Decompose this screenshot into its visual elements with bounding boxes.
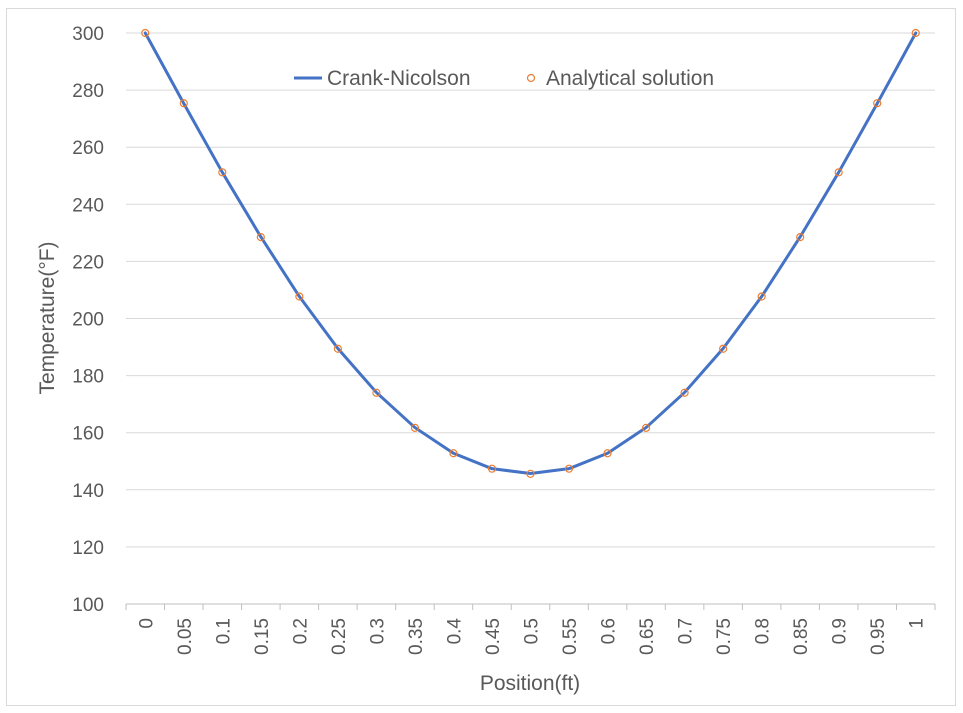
data-point [641, 423, 651, 432]
x-tick-label: 0.8 [753, 618, 774, 644]
x-tick-label: 0.85 [791, 618, 812, 655]
y-tick-label: 140 [72, 481, 104, 502]
data-point [564, 464, 574, 473]
y-tick-label: 240 [72, 195, 104, 216]
data-point [141, 28, 150, 38]
data-point [603, 449, 612, 458]
y-axis-title: Temperature(°F) [36, 241, 59, 394]
x-tick-label: 0.45 [483, 618, 504, 655]
x-tick-label: 0.4 [444, 618, 465, 645]
data-point [680, 388, 689, 397]
data-point [410, 423, 420, 432]
axes: 100 120 140 160 180 200 220 240 260 280 300 0 0.05 0.… [72, 24, 936, 655]
x-tick-label: 0.25 [329, 618, 350, 655]
data-point [449, 449, 458, 458]
y-tick-label: 220 [72, 252, 104, 273]
data-point [873, 99, 882, 108]
x-tick-label: 0.5 [522, 618, 543, 644]
data-point [719, 344, 728, 353]
y-tick-label: 280 [72, 81, 104, 102]
x-tick-label: 0.15 [252, 618, 273, 655]
data-point [295, 292, 304, 301]
y-tick-label: 300 [72, 24, 104, 45]
x-tick-label: 0.55 [560, 618, 581, 655]
data-point [179, 99, 188, 108]
x-tick-label: 0.6 [599, 618, 620, 644]
series [141, 28, 920, 478]
data-point [256, 233, 265, 242]
x-tick-label: 0.75 [714, 618, 735, 655]
x-tick-label: 0.65 [637, 618, 658, 655]
gridlines [126, 32, 935, 548]
data-point [333, 344, 342, 353]
y-tick-label: 260 [72, 138, 104, 159]
x-tick-label: 0.9 [830, 618, 851, 644]
x-tick-label: 0.2 [290, 618, 311, 644]
data-point [834, 168, 843, 177]
chart-frame [6, 8, 956, 706]
series-crank-nicolson [143, 31, 918, 476]
data-point [911, 28, 920, 38]
legend: Crank-Nicolson Analytical solution [294, 67, 714, 90]
y-tick-label: 180 [72, 367, 104, 388]
y-tick-label: 200 [72, 310, 104, 331]
y-tick-label: 100 [72, 595, 104, 616]
series-analytical-solution [141, 28, 920, 478]
y-tick-label: 120 [72, 538, 104, 559]
y-tick-label: 160 [72, 424, 104, 445]
x-tick-label: 0.95 [868, 618, 889, 655]
x-tick-label: 0.7 [676, 618, 697, 644]
data-point [796, 233, 805, 242]
x-tick-label: 0.35 [406, 618, 427, 655]
data-point [218, 168, 227, 177]
data-point [372, 388, 381, 397]
x-axis-title: Position(ft) [480, 672, 580, 695]
x-tick-label: 1 [907, 618, 928, 629]
legend-label-analytical-solution: Analytical solution [546, 67, 714, 90]
legend-swatch-analytical-solution [526, 73, 536, 83]
x-tick-label: 0.05 [175, 618, 196, 655]
x-tick-label: 0.1 [213, 618, 234, 644]
data-point [526, 469, 535, 478]
legend-label-crank-nicolson: Crank-Nicolson [327, 67, 471, 90]
x-tick-label: 0 [136, 618, 157, 629]
series-line [143, 31, 918, 476]
x-tick-label: 0.3 [367, 618, 388, 644]
data-point [757, 292, 766, 301]
data-point [487, 464, 497, 473]
